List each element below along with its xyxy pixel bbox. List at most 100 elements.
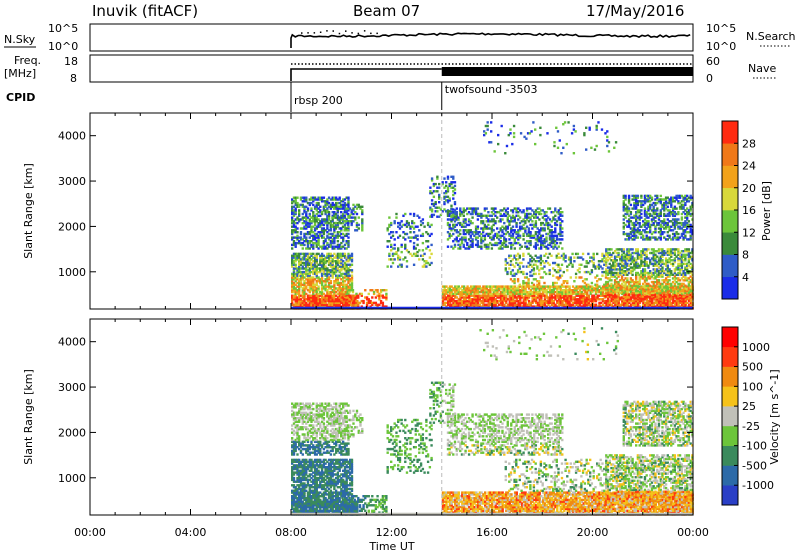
heatmap-cell bbox=[515, 292, 518, 296]
heatmap-cell bbox=[326, 289, 329, 292]
heatmap-cell bbox=[310, 240, 313, 243]
heatmap-cell bbox=[485, 296, 489, 299]
heatmap-cell bbox=[489, 299, 492, 303]
heatmap-cell bbox=[518, 227, 522, 230]
heatmap-cell bbox=[547, 227, 550, 230]
heatmap-cell bbox=[624, 301, 628, 305]
heatmap-cell bbox=[650, 295, 654, 298]
heatmap-cell bbox=[471, 221, 474, 225]
heatmap-cell bbox=[320, 296, 324, 299]
heatmap-cell bbox=[291, 258, 294, 261]
heatmap-cell bbox=[317, 231, 320, 234]
heatmap-cell bbox=[336, 299, 340, 303]
heatmap-cell bbox=[347, 260, 350, 263]
heatmap-cell bbox=[469, 298, 473, 301]
heatmap-cell bbox=[466, 207, 469, 210]
heatmap-cell bbox=[355, 292, 358, 296]
heatmap-cell bbox=[298, 283, 301, 287]
heatmap-cell bbox=[455, 212, 458, 216]
heatmap-cell bbox=[447, 294, 450, 297]
heatmap-cell bbox=[336, 236, 340, 239]
heatmap-cell bbox=[357, 203, 360, 207]
heatmap-cell bbox=[294, 276, 297, 279]
heatmap-cell bbox=[589, 303, 592, 307]
heatmap-cell bbox=[635, 259, 638, 262]
heatmap-cell bbox=[631, 270, 634, 273]
heatmap-cell bbox=[331, 254, 334, 258]
heatmap-cell bbox=[519, 292, 522, 296]
heatmap-cell bbox=[315, 294, 318, 297]
heatmap-cell bbox=[312, 280, 315, 283]
heatmap-cell bbox=[291, 200, 294, 203]
heatmap-cell bbox=[353, 301, 356, 305]
heatmap-cell bbox=[303, 294, 306, 297]
heatmap-cell bbox=[593, 296, 596, 299]
heatmap-cell bbox=[589, 285, 592, 288]
heatmap-cell bbox=[617, 255, 620, 258]
heatmap-cell bbox=[342, 240, 345, 243]
heatmap-cell bbox=[455, 285, 459, 288]
heatmap-cell bbox=[496, 232, 499, 236]
heatmap-cell bbox=[494, 243, 497, 247]
heatmap-cell bbox=[536, 211, 539, 214]
noise-search-dot bbox=[351, 32, 353, 34]
heatmap-cell bbox=[306, 243, 310, 247]
heatmap-cell bbox=[313, 227, 317, 230]
heatmap-cell bbox=[296, 269, 299, 272]
heatmap-cell bbox=[347, 221, 350, 225]
heatmap-cell bbox=[315, 276, 318, 279]
heatmap-cell bbox=[391, 234, 395, 238]
heatmap-cell bbox=[573, 260, 576, 263]
heatmap-cell bbox=[603, 289, 606, 292]
heatmap-cell bbox=[559, 267, 562, 270]
heatmap-cell bbox=[306, 299, 310, 303]
heatmap-cell bbox=[587, 299, 591, 303]
heatmap-cell bbox=[306, 240, 310, 243]
heatmap-cell bbox=[298, 260, 301, 263]
heatmap-cell bbox=[584, 298, 587, 301]
heatmap-cell bbox=[636, 280, 640, 284]
heatmap-cell bbox=[455, 240, 458, 243]
heatmap-cell bbox=[510, 298, 513, 301]
heatmap-cell bbox=[601, 294, 605, 297]
heatmap-cell bbox=[605, 250, 608, 253]
heatmap-cell bbox=[540, 301, 543, 305]
heatmap-cell bbox=[490, 238, 494, 241]
nave-right-tick-top: 60 bbox=[706, 55, 720, 68]
heatmap-cell bbox=[614, 290, 617, 294]
heatmap-cell bbox=[532, 269, 536, 272]
heatmap-cell bbox=[649, 260, 652, 264]
heatmap-cell bbox=[598, 285, 601, 288]
heatmap-cell bbox=[306, 263, 310, 267]
heatmap-cell bbox=[338, 296, 341, 299]
heatmap-cell bbox=[506, 212, 509, 216]
heatmap-cell bbox=[301, 256, 304, 259]
heatmap-cell bbox=[626, 286, 629, 289]
heatmap-cell bbox=[412, 214, 416, 218]
heatmap-cell bbox=[652, 257, 655, 260]
heatmap-cell bbox=[563, 294, 566, 297]
heatmap-cell bbox=[333, 301, 336, 305]
heatmap-cell bbox=[640, 299, 643, 303]
heatmap-cell bbox=[612, 284, 615, 287]
heatmap-cell bbox=[508, 292, 511, 296]
heatmap-cell bbox=[578, 276, 581, 279]
heatmap-cell bbox=[673, 303, 677, 307]
heatmap-cell bbox=[643, 260, 647, 264]
heatmap-cell bbox=[603, 270, 606, 274]
heatmap-cell bbox=[459, 303, 462, 307]
heatmap-cell bbox=[317, 252, 320, 256]
heatmap-cell bbox=[331, 305, 334, 308]
heatmap-cell bbox=[386, 229, 389, 232]
heatmap-cell bbox=[352, 203, 355, 207]
heatmap-cell bbox=[466, 241, 469, 245]
heatmap-cell bbox=[548, 231, 552, 234]
heatmap-cell bbox=[333, 280, 336, 283]
heatmap-cell bbox=[305, 198, 308, 201]
heatmap-cell bbox=[483, 238, 487, 241]
heatmap-cell bbox=[303, 272, 306, 276]
heatmap-cell bbox=[482, 220, 485, 223]
heatmap-cell bbox=[578, 296, 582, 299]
heatmap-cell bbox=[566, 294, 569, 297]
heatmap-cell bbox=[635, 271, 638, 275]
